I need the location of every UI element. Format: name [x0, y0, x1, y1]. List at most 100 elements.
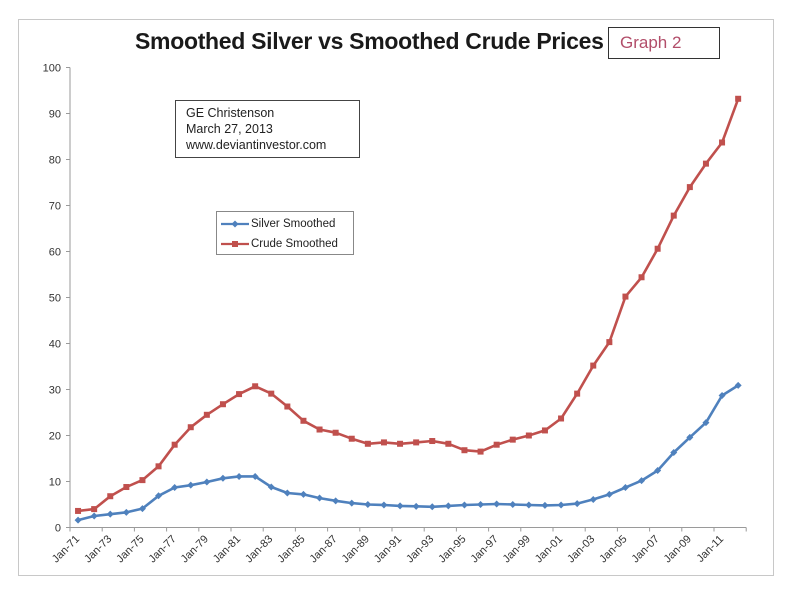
- graph-badge: Graph 2: [608, 27, 720, 59]
- data-point-silver: [444, 502, 452, 510]
- data-point-silver: [235, 472, 243, 480]
- data-point-silver: [702, 419, 710, 427]
- data-point-crude: [219, 401, 226, 408]
- data-point-crude: [284, 403, 291, 410]
- chart-title: Smoothed Silver vs Smoothed Crude Prices: [135, 28, 604, 54]
- data-point-crude: [75, 507, 82, 514]
- data-point-silver: [219, 474, 227, 482]
- data-point-silver: [138, 505, 146, 513]
- y-tick-label: 70: [49, 201, 61, 213]
- x-tick-label: Jan-97: [468, 533, 500, 565]
- x-tick-label: Jan-95: [436, 533, 468, 565]
- data-point-crude: [702, 160, 709, 167]
- data-point-silver: [203, 478, 211, 486]
- author-name: GE Christenson: [186, 106, 275, 120]
- data-point-silver: [428, 503, 436, 511]
- data-point-silver: [90, 512, 98, 520]
- x-tick-label: Jan-05: [597, 533, 629, 565]
- data-point-crude: [187, 424, 194, 431]
- legend-item-crude: Crude Smoothed: [221, 237, 338, 251]
- data-point-crude: [541, 427, 548, 434]
- data-point-crude: [445, 440, 452, 447]
- legend-label-crude: Crude Smoothed: [251, 238, 338, 250]
- x-tick-label: Jan-79: [179, 533, 211, 565]
- x-tick-label: Jan-71: [50, 533, 82, 565]
- data-point-crude: [139, 477, 146, 484]
- legend-swatch-silver: [221, 220, 249, 228]
- data-point-silver: [171, 483, 179, 491]
- x-tick-label: Jan-03: [565, 533, 597, 565]
- y-tick-label: 10: [49, 477, 61, 489]
- x-tick-label: Jan-11: [694, 533, 726, 565]
- data-point-crude: [364, 440, 371, 447]
- data-point-silver: [364, 501, 372, 508]
- data-point-silver: [267, 483, 275, 491]
- data-point-silver: [541, 501, 549, 509]
- x-tick-label: Jan-99: [501, 533, 533, 565]
- x-tick-label: Jan-85: [275, 533, 307, 565]
- data-point-crude: [735, 95, 742, 102]
- legend: Silver Smoothed Crude Smoothed: [216, 211, 354, 255]
- data-point-crude: [558, 415, 565, 422]
- data-point-crude: [509, 436, 516, 443]
- author-annotation: GE Christenson March 27, 2013 www.devian…: [175, 100, 360, 158]
- data-point-crude: [397, 440, 404, 447]
- series-line-silver: [77, 384, 739, 522]
- data-point-crude: [380, 439, 387, 446]
- y-tick-label: 20: [49, 431, 61, 443]
- data-point-silver: [589, 495, 597, 503]
- data-point-silver: [718, 391, 726, 399]
- data-point-silver: [477, 501, 485, 508]
- data-point-silver: [525, 501, 533, 509]
- data-point-crude: [590, 362, 597, 369]
- data-point-crude: [316, 426, 323, 433]
- data-point-crude: [155, 463, 162, 470]
- y-tick-label: 60: [49, 247, 61, 259]
- data-point-crude: [348, 435, 355, 442]
- y-tick-label: 30: [49, 385, 61, 397]
- y-tick-label: 0: [55, 523, 61, 535]
- x-tick-label: Jan-89: [340, 533, 372, 565]
- data-point-crude: [429, 438, 436, 445]
- data-point-crude: [91, 506, 98, 513]
- data-point-silver: [412, 502, 420, 510]
- data-point-silver: [654, 466, 662, 474]
- y-tick-label: 50: [49, 293, 61, 305]
- x-tick-label: Jan-83: [243, 533, 275, 565]
- data-point-crude: [332, 429, 339, 436]
- data-point-silver: [460, 501, 468, 509]
- data-point-silver: [316, 494, 324, 502]
- data-point-crude: [654, 245, 661, 252]
- data-point-silver: [605, 490, 613, 498]
- data-point-crude: [461, 447, 468, 454]
- data-point-silver: [621, 483, 629, 491]
- data-point-crude: [670, 212, 677, 219]
- y-tick-label: 100: [43, 63, 61, 75]
- data-point-crude: [574, 390, 581, 397]
- data-point-crude: [268, 390, 275, 397]
- x-tick-label: Jan-09: [662, 533, 694, 565]
- data-point-crude: [171, 441, 178, 448]
- y-tick-label: 40: [49, 339, 61, 351]
- annotation-date: March 27, 2013: [186, 122, 273, 136]
- axes: 0 10 20 30 40 50 60 70 80 90 100 Jan-71 Jan-73 Jan-75…: [43, 63, 747, 565]
- data-point-crude: [123, 484, 130, 491]
- data-point-silver: [348, 499, 356, 507]
- data-point-silver: [122, 508, 130, 516]
- legend-label-silver: Silver Smoothed: [251, 218, 336, 230]
- data-point-silver: [155, 492, 163, 500]
- x-tick-label: Jan-75: [114, 533, 146, 565]
- data-point-silver: [396, 502, 404, 510]
- data-point-crude: [252, 383, 259, 390]
- x-tick-label: Jan-91: [372, 533, 404, 565]
- data-point-silver: [251, 472, 259, 480]
- x-tick-label: Jan-01: [533, 533, 565, 565]
- data-point-silver: [734, 381, 742, 389]
- legend-swatch-crude: [221, 241, 249, 247]
- data-point-silver: [187, 481, 195, 489]
- annotation-website: www.deviantinvestor.com: [186, 138, 327, 152]
- x-tick-label: Jan-93: [404, 533, 436, 565]
- x-tick-label: Jan-73: [82, 533, 114, 565]
- data-point-crude: [686, 184, 693, 191]
